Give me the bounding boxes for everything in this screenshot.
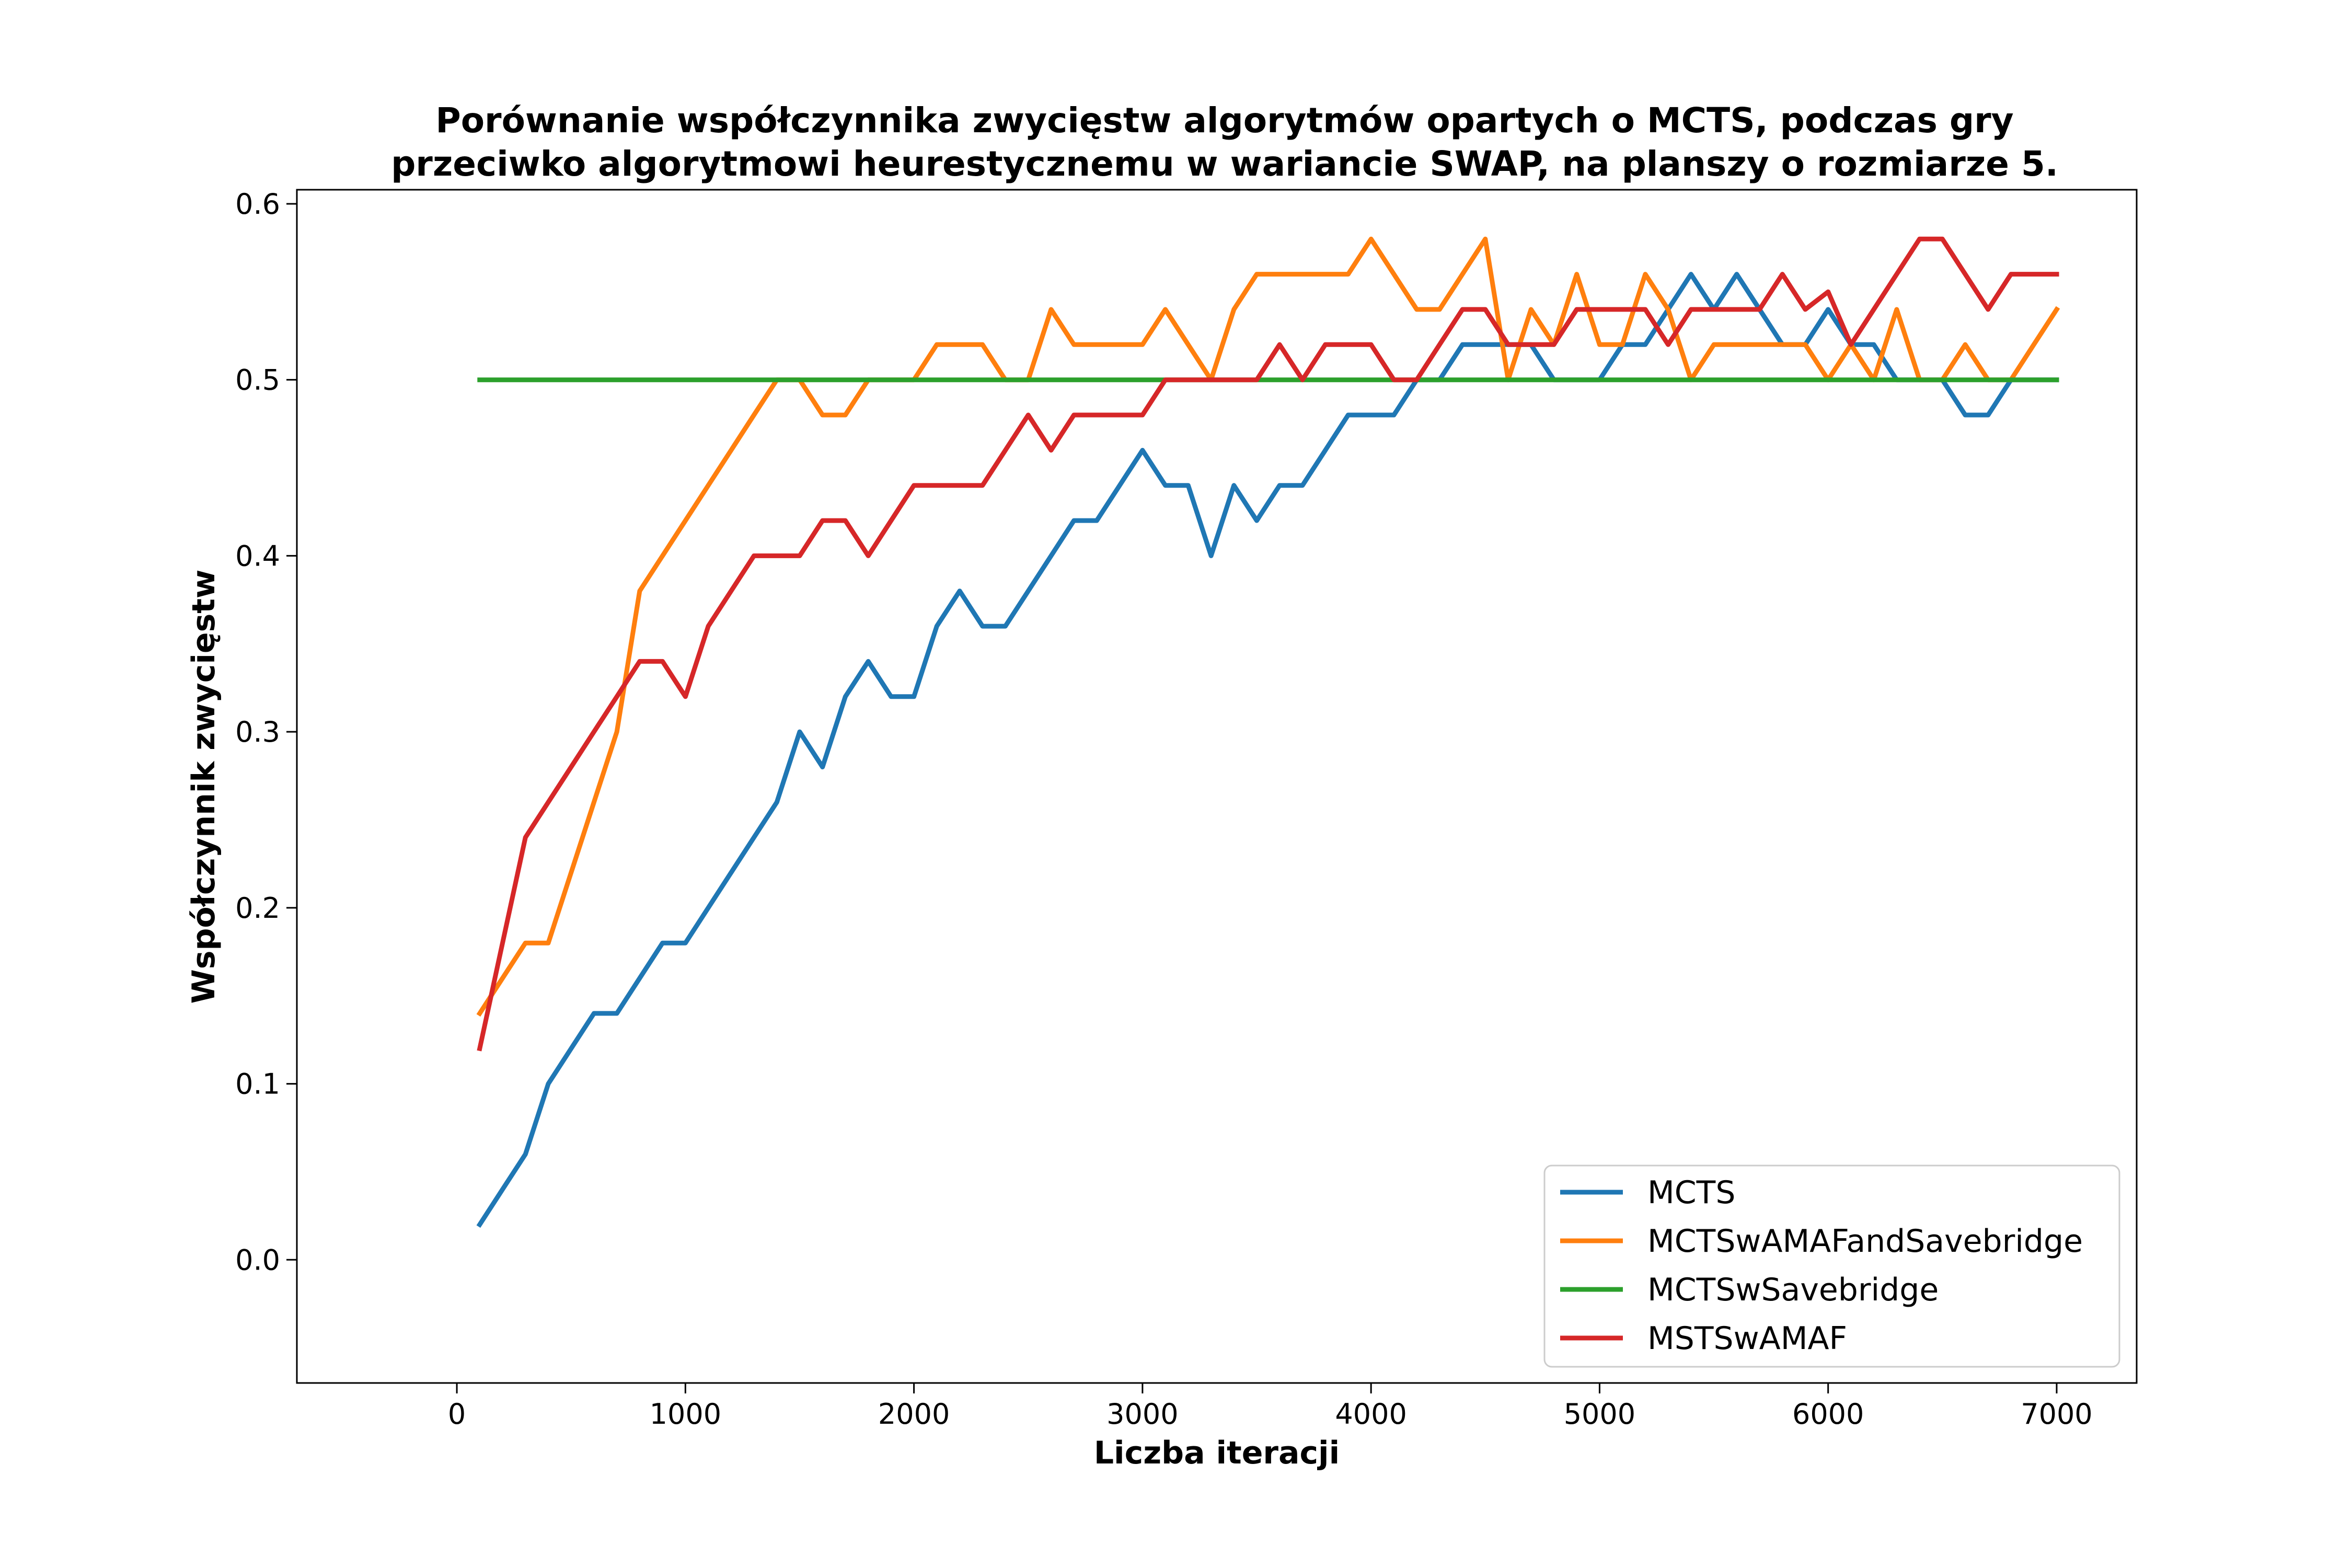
y-tick-label: 0.6 <box>235 188 280 221</box>
legend-label: MCTSwAMAFandSavebridge <box>1647 1223 2083 1260</box>
legend-entries: MCTS MCTSwAMAFandSavebridge MCTSwSavebridg… <box>1560 1174 2083 1357</box>
legend: MCTS MCTSwAMAFandSavebridge MCTSwSavebridg… <box>1543 1165 2120 1368</box>
x-tick-label: 6000 <box>1792 1398 1864 1431</box>
x-tick-label: 0 <box>448 1398 466 1431</box>
x-tick-label: 4000 <box>1335 1398 1406 1431</box>
plot-area-frame <box>296 189 2138 1384</box>
y-tick-label: 0.3 <box>235 716 280 748</box>
y-tick-label: 0.2 <box>235 892 280 925</box>
y-axis-label: Współczynnik zwycięstw <box>186 570 222 1004</box>
series-line-4 <box>477 236 2059 1052</box>
legend-label: MCTSwSavebridge <box>1647 1272 1939 1308</box>
chart-title-line-2: przeciwko algorytmowi heurestycznemu w w… <box>391 144 2058 184</box>
x-tick-label: 3000 <box>1106 1398 1178 1431</box>
series-line-1 <box>476 272 2059 1228</box>
y-tick-label: 0.1 <box>235 1068 280 1101</box>
chart-title: Porównanie współczynnika zwycięstw algor… <box>391 100 2058 184</box>
legend-label: MCTS <box>1647 1174 1735 1211</box>
series-layer <box>476 236 2060 1228</box>
x-axis: 0 1000 2000 3000 4000 5000 6000 7000 <box>448 1383 2093 1431</box>
legend-label: MSTSwAMAF <box>1647 1320 1847 1357</box>
y-axis: 0.0 0.1 0.2 0.3 0.4 0.5 0.6 <box>235 188 297 1276</box>
x-tick-label: 7000 <box>2021 1398 2092 1431</box>
x-tick-label: 5000 <box>1564 1398 1635 1431</box>
x-tick-label: 1000 <box>650 1398 721 1431</box>
series-line-2 <box>476 236 2060 1017</box>
x-axis-label: Liczba iteracji <box>1094 1435 1340 1471</box>
x-tick-label: 2000 <box>878 1398 950 1431</box>
y-tick-label: 0.0 <box>235 1243 280 1276</box>
chart-title-line-1: Porównanie współczynnika zwycięstw algor… <box>435 100 2013 141</box>
y-tick-label: 0.4 <box>235 539 280 572</box>
y-tick-label: 0.5 <box>235 364 280 397</box>
legend-box <box>1543 1165 2120 1368</box>
